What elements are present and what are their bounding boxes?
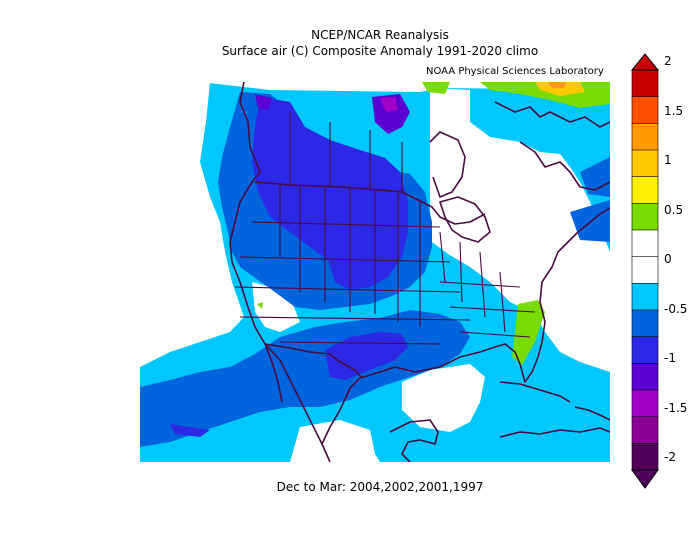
colorbar-tick-label: 2 [664,54,672,68]
colorbar-swatch [631,443,659,471]
great-lakes [439,196,491,243]
anomaly-field-white-gulf [402,364,485,432]
anomaly-field-mid-blue-labrador [580,157,610,197]
colorbar-swatch [631,336,659,365]
colorbar-tick-label: 1.5 [664,103,684,118]
hudson-bay-coast [429,131,466,198]
state-lines [234,185,536,345]
colorbar-tick-label: -0.5 [664,301,688,316]
anomaly-field-green-nevada [257,302,263,309]
gulf-coastline [321,341,543,445]
labrador-coast [519,141,610,191]
anomaly-field-blue-purple-south [325,332,408,380]
credit-label: NOAA Physical Sciences Laboratory [426,66,604,77]
colorbar-swatch [631,389,659,418]
colorbar-swatch [631,123,659,151]
colorbar-top-arrow [630,53,660,71]
anomaly-field-yellow-arctic [535,82,585,96]
anomaly-field-blue-purple-southwest [170,424,210,437]
baja-coastline [264,343,283,403]
anomaly-field-green-atlantic [512,300,545,365]
map-subtitle: Surface air (C) Composite Anomaly 1991-2… [221,44,539,58]
yucatan-coastline [389,419,439,462]
us-canada-border [254,181,486,225]
colorbar-tick-label: 0 [664,252,672,266]
cuba-coastline [499,381,571,403]
anomaly-field-purple-west [255,94,272,110]
colorbar-swatch [631,229,659,258]
anomaly-field-white-westcorner [140,82,244,367]
colorbar-swatch [631,309,659,338]
anomaly-field-purple-core [372,94,410,134]
period-label: Dec to Mar: 2004,2002,2001,1997 [276,480,484,494]
atlantic-coastline [539,207,610,343]
anomaly-field-green-greenland-west [422,82,450,94]
colorbar-swatch [631,149,659,178]
colorbar-swatch [631,96,659,125]
colorbar-swatch [631,416,659,445]
colorbar-swatches [631,69,659,471]
anomaly-field-magenta-core [380,97,398,112]
colorbar-swatch [631,256,659,285]
colorbar-swatch [631,363,659,391]
colorbar-tick-label: -1.5 [664,400,688,415]
province-lines [289,112,403,192]
colorbar-swatch [631,176,659,205]
arctic-islands [494,101,610,128]
pacific-coastline [229,82,331,462]
us-mexico-border [264,343,363,379]
colorbar-legend [630,53,660,489]
colorbar-swatch [631,283,659,311]
venezuela-coast [499,427,610,438]
anomaly-field-mid-blue-eastcoast [570,200,610,242]
anomaly-field-white-east [430,88,610,372]
colorbar-tick-label: 0.5 [664,202,684,217]
colorbar-tick-label: -1 [664,351,676,365]
anomaly-field-blue-purple-north [252,97,408,290]
caribbean-islands [574,406,610,421]
anomaly-field-orange-arctic [548,82,566,88]
colorbar-tick-label: -2 [664,450,676,464]
colorbar-tick-label: 1 [664,153,672,167]
colorbar-bottom-arrow [631,469,659,489]
coastlines-and-borders [229,82,610,462]
colorbar-swatch [631,203,659,231]
anomaly-field-white-southwest [252,282,300,332]
colorbar-swatch [631,69,659,98]
anomaly-field-white-bottom [290,420,380,462]
anomaly-map [140,82,610,462]
map-title: NCEP/NCAR Reanalysis [311,28,449,42]
